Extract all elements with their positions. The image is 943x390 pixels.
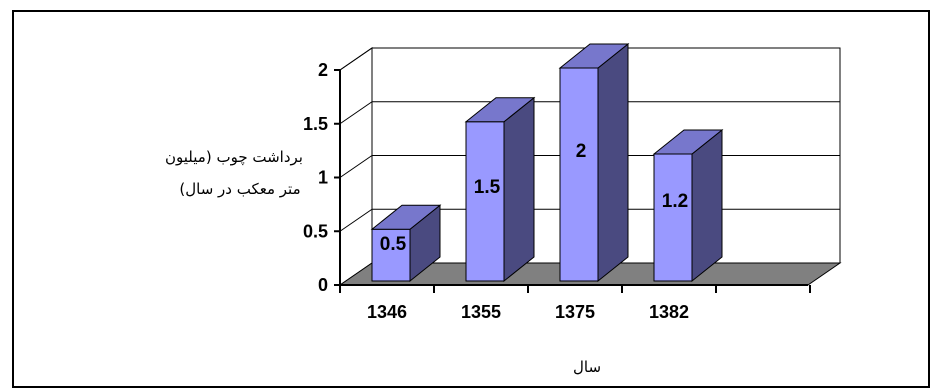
side-gridline-1.5 xyxy=(339,101,373,125)
y-tick-label-1: 1 xyxy=(318,168,328,188)
bar-side-1382 xyxy=(691,128,723,283)
data-label-1355: 1.5 xyxy=(474,177,501,198)
axes-group xyxy=(334,69,811,293)
bar-front-1375 xyxy=(559,67,599,282)
side-gridline-0.5 xyxy=(339,208,373,232)
data-label-1375: 2 xyxy=(576,141,587,162)
bar-top-1355 xyxy=(464,97,536,123)
bar-side-1355 xyxy=(503,96,535,283)
y-tick-label-0.5: 0.5 xyxy=(303,221,328,241)
bar-top-1375 xyxy=(558,43,630,69)
y-tick-label-2: 2 xyxy=(318,60,328,80)
bar-top-1382 xyxy=(652,129,724,155)
data-label-1382: 1.2 xyxy=(662,191,688,212)
bars-group xyxy=(370,42,724,283)
x-tick-label-1346: 1346 xyxy=(367,302,407,322)
bar-1355 xyxy=(464,96,536,283)
x-tick-label-1382: 1382 xyxy=(649,302,689,322)
labels-group: 0.5 1.5 2 1.2 0 0.5 1 1.5 2 1346 1355 1375 1382 xyxy=(303,60,689,322)
side-gridline-2 xyxy=(339,47,373,71)
x-tick-label-1355: 1355 xyxy=(461,302,501,322)
data-label-1346: 0.5 xyxy=(380,234,407,255)
x-axis-label: سال xyxy=(573,358,601,376)
bar-front-1382 xyxy=(653,153,693,282)
y-axis-label-line-2: متر معکب در سال) xyxy=(179,180,300,198)
x-tick-label-1375: 1375 xyxy=(555,302,595,322)
bar-1375 xyxy=(558,42,630,283)
bar-top-1346 xyxy=(370,204,442,230)
y-tick-label-0: 0 xyxy=(318,275,328,295)
bar-1382 xyxy=(652,128,724,283)
side-gridline-1 xyxy=(339,155,373,178)
y-axis-label-line-1: برداشت چوب (میلیون xyxy=(165,148,303,166)
bar-side-1375 xyxy=(597,42,629,283)
bar-front-1355 xyxy=(465,121,505,282)
bar-1346 xyxy=(370,204,442,283)
y-tick-label-1.5: 1.5 xyxy=(303,114,328,134)
